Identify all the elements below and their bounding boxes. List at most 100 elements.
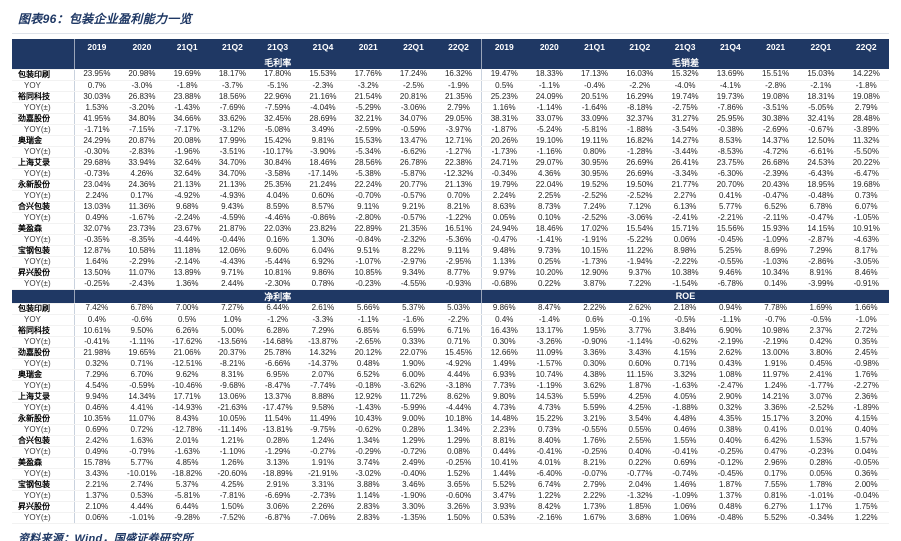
value-cell: 0.14% — [752, 278, 799, 290]
value-cell: 9.80% — [480, 391, 527, 403]
row-label: YOY(±) — [12, 380, 74, 392]
value-cell: 7.27% — [209, 303, 256, 315]
value-cell: 2.91% — [255, 479, 301, 491]
value-cell: 1.24% — [300, 435, 346, 447]
value-cell: -1.19% — [526, 380, 572, 392]
value-cell: 0.40% — [707, 435, 753, 447]
value-cell: -0.7% — [752, 314, 799, 326]
value-cell: -5.1% — [255, 80, 301, 92]
value-cell: 13.17% — [526, 325, 572, 337]
value-cell: 1.53% — [73, 102, 120, 114]
row-label: 劲嘉股份 — [12, 347, 74, 359]
value-cell: -2.43% — [119, 278, 165, 290]
value-cell: 0.22% — [617, 457, 663, 469]
value-cell: -1.94% — [617, 256, 663, 268]
row-label: 宝钢包装 — [12, 479, 74, 491]
value-cell: 2.45% — [843, 347, 889, 359]
value-cell: -0.25% — [73, 278, 120, 290]
value-cell: -2.8% — [752, 80, 799, 92]
value-cell: 5.59% — [571, 391, 618, 403]
value-cell: -1.64% — [571, 102, 618, 114]
table-row: YOY(±) 3.43% -10.01% -18.82% -20.60% -18.89% -… — [12, 468, 889, 480]
value-cell: -1.43% — [345, 402, 391, 414]
row-label: YOY(±) — [12, 256, 74, 268]
value-cell: -0.4% — [571, 80, 618, 92]
value-cell: 15.93% — [752, 223, 799, 235]
row-label: YOY — [12, 80, 74, 92]
value-cell: -2.87% — [798, 234, 844, 246]
value-cell: -0.62% — [662, 336, 708, 348]
value-cell: 0.36% — [843, 468, 889, 480]
value-cell: 2.01% — [164, 435, 210, 447]
value-cell: 21.06% — [164, 347, 210, 359]
value-cell: 34.70% — [209, 157, 256, 169]
year-header: 21Q4 — [300, 39, 346, 55]
value-cell: 9.81% — [300, 135, 346, 147]
row-label: 裕同科技 — [12, 91, 74, 103]
value-cell: 14.27% — [662, 135, 708, 147]
value-cell: 4.35% — [707, 413, 753, 425]
value-cell: -1.2% — [255, 314, 301, 326]
value-cell: 22.04% — [526, 179, 572, 191]
value-cell: -0.40% — [390, 468, 437, 480]
value-cell: 0.08% — [436, 446, 482, 458]
value-cell: 5.37% — [164, 479, 210, 491]
value-cell: 0.78% — [300, 278, 346, 290]
value-cell: -1.22% — [436, 212, 482, 224]
year-header: 22Q2 — [843, 39, 889, 55]
value-cell: -3.89% — [843, 124, 889, 136]
value-cell: 8.81% — [480, 435, 527, 447]
value-cell: 19.11% — [571, 135, 618, 147]
year-header: 2020 — [119, 39, 165, 55]
value-cell: 0.05% — [480, 212, 527, 224]
value-cell: 0.28% — [798, 457, 844, 469]
value-cell: 1.69% — [798, 303, 844, 315]
value-cell: 6.74% — [526, 479, 572, 491]
value-cell: 1.37% — [73, 490, 120, 502]
value-cell: 20.12% — [345, 347, 391, 359]
value-cell: -4.63% — [843, 234, 889, 246]
value-cell: -0.79% — [119, 446, 165, 458]
value-cell: 3.43% — [73, 468, 120, 480]
value-cell: 22.03% — [255, 223, 301, 235]
value-cell: 4.01% — [526, 457, 572, 469]
value-cell: 19.68% — [843, 179, 889, 191]
value-cell: 13.69% — [707, 69, 753, 81]
value-cell: 10.58% — [119, 245, 165, 257]
value-cell: 0.47% — [752, 446, 799, 458]
year-header: 21Q2 — [209, 39, 256, 55]
table-row: YOY(±) 0.32% 0.71% -12.51% -8.21% -6.66% -14.3… — [12, 358, 889, 370]
value-cell: 8.63% — [480, 201, 527, 213]
value-cell: 0.4% — [480, 314, 527, 326]
metric-right: ROE — [480, 289, 889, 303]
value-cell: 9.21% — [390, 201, 437, 213]
year-header: 21Q3 — [255, 39, 301, 55]
value-cell: 0.28% — [390, 424, 437, 436]
row-label: YOY(±) — [12, 490, 74, 502]
value-cell: -6.43% — [798, 168, 844, 180]
value-cell: -0.62% — [345, 424, 391, 436]
value-cell: -7.59% — [255, 102, 301, 114]
value-cell: -5.99% — [390, 402, 437, 414]
value-cell: -1.4% — [526, 314, 572, 326]
value-cell: 3.74% — [345, 457, 391, 469]
value-cell: -5.36% — [436, 234, 482, 246]
value-cell: 11.09% — [526, 347, 572, 359]
value-cell: -2.65% — [345, 336, 391, 348]
value-cell: 17.99% — [209, 135, 256, 147]
value-cell: -3.90% — [300, 146, 346, 158]
value-cell: 0.42% — [798, 336, 844, 348]
value-cell: 5.25% — [707, 245, 753, 257]
value-cell: 18.56% — [209, 91, 256, 103]
value-cell: 0.73% — [526, 424, 572, 436]
value-cell: 4.48% — [662, 413, 708, 425]
value-cell: -1.71% — [73, 124, 120, 136]
value-cell: -2.19% — [707, 336, 753, 348]
value-cell: 10.20% — [526, 267, 572, 279]
value-cell: 6.71% — [436, 325, 482, 337]
value-cell: -3.2% — [345, 80, 391, 92]
value-cell: -0.23% — [798, 446, 844, 458]
value-cell: 14.21% — [752, 391, 799, 403]
value-cell: 9.50% — [119, 325, 165, 337]
metric-header-row: 净利率 ROE — [12, 289, 889, 304]
